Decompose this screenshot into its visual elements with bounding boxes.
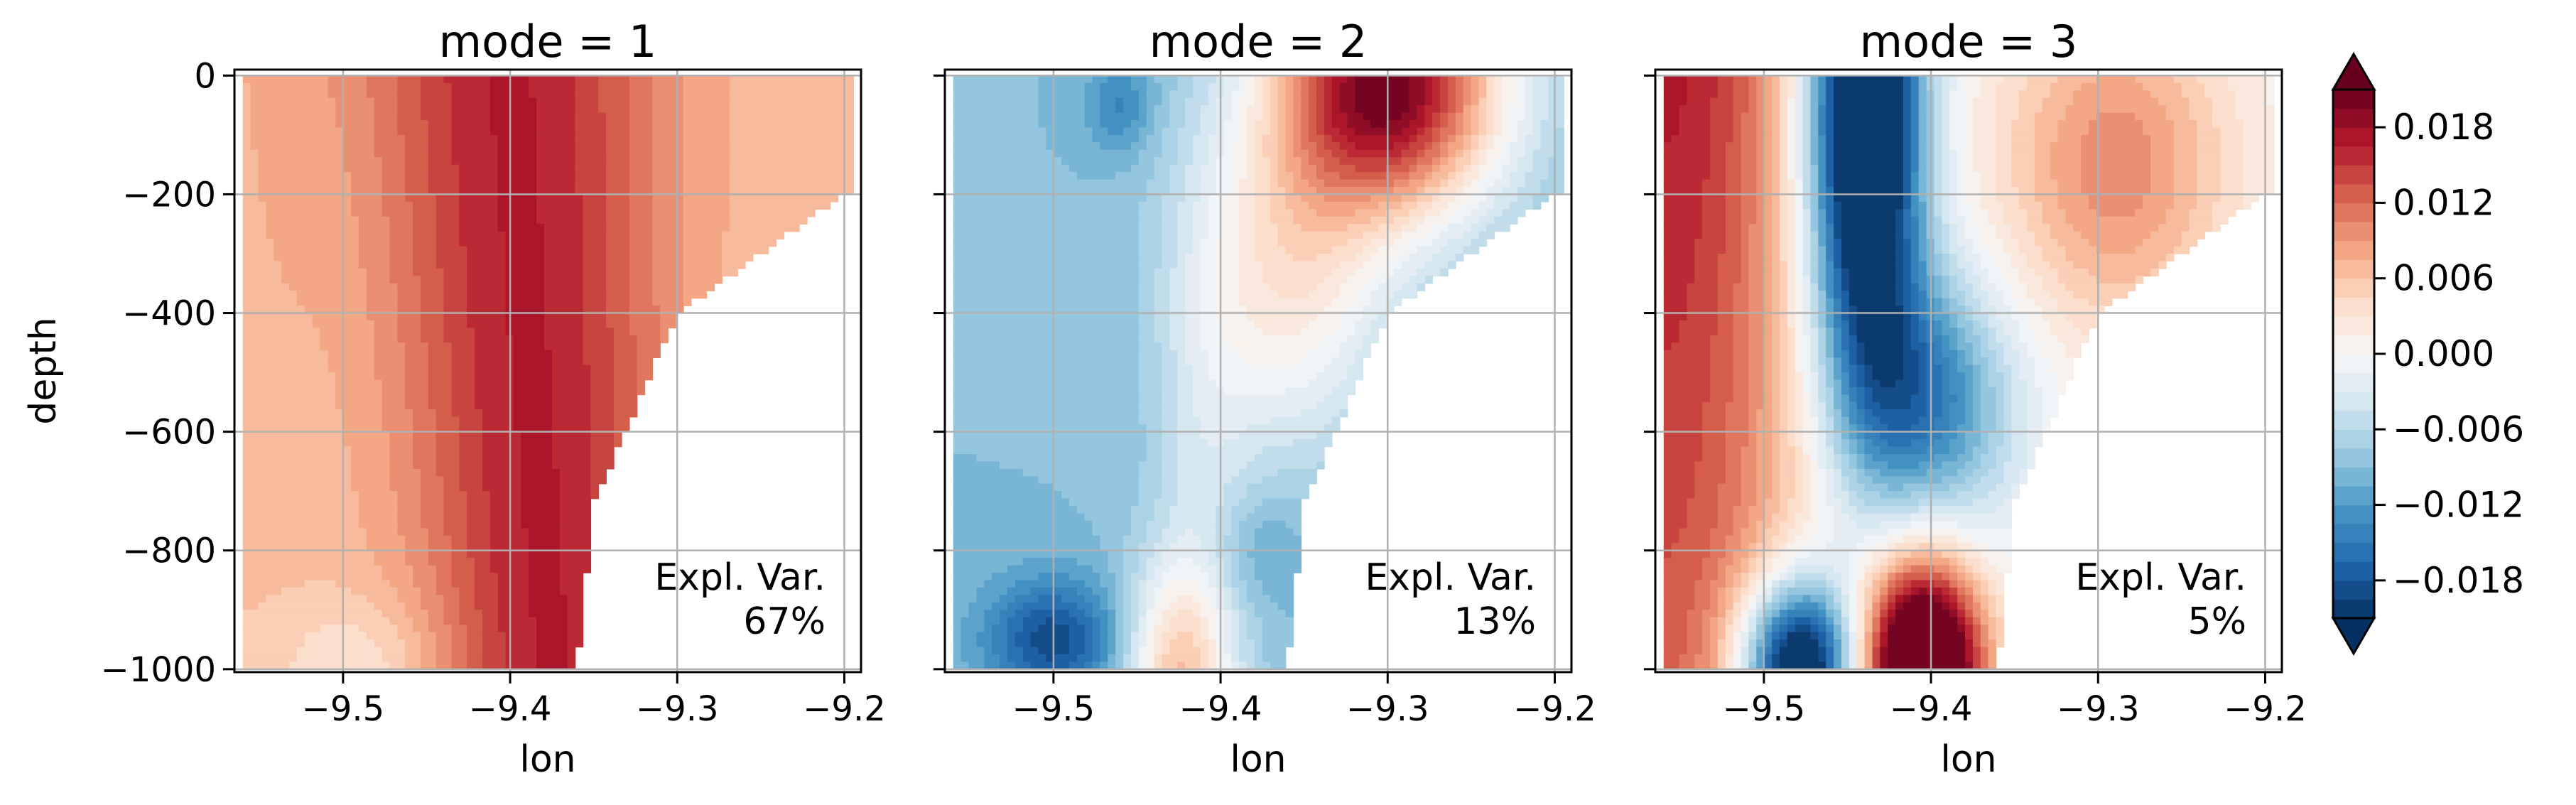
explained-variance-value: 67%	[743, 600, 826, 643]
x-axis-label: lon	[1230, 738, 1286, 781]
explained-variance-label: Expl. Var.	[2075, 556, 2246, 599]
panel-title: mode = 3	[1860, 16, 2078, 67]
panel-mode-1: −9.5 −9.4 −9.3 −9.2 lon 0 −200 −400 −600 −800 −100…	[22, 16, 886, 781]
colorbar-band	[2333, 599, 2374, 619]
colorbar-band	[2333, 183, 2374, 204]
colorbar: −0.018 −0.012 −0.006 0.000 0.006 0.012 0.018	[2331, 52, 2524, 656]
colorbar-band	[2333, 372, 2374, 392]
contour-field	[1663, 75, 2275, 670]
grid	[234, 70, 861, 672]
colorbar-band	[2333, 429, 2374, 449]
colorbar-tick-label: −0.018	[2393, 560, 2524, 601]
colorbar-band	[2333, 391, 2374, 411]
colorbar-tick-label: −0.006	[2393, 409, 2524, 450]
grid	[945, 70, 1571, 672]
x-tick-label: −9.5	[1723, 689, 1806, 729]
colorbar-tick-label: 0.006	[2393, 258, 2494, 299]
x-tick-label: −9.4	[1179, 689, 1262, 729]
colorbar-tick-label: 0.000	[2393, 333, 2494, 374]
y-tick-label: −400	[122, 294, 216, 334]
colorbar-band	[2333, 335, 2374, 355]
colorbar-tick-label: −0.012	[2393, 485, 2524, 526]
colorbar-band	[2333, 542, 2374, 562]
x-tick-label: −9.2	[2224, 689, 2307, 729]
panel-mode-3: −9.5 −9.4 −9.3 −9.2 lon mode = 3 Expl. Var.5%	[1644, 16, 2307, 781]
x-tick-label: −9.5	[302, 689, 385, 729]
colorbar-band	[2333, 524, 2374, 544]
y-tick-label: −800	[122, 531, 216, 571]
x-axis-label: lon	[1940, 738, 1996, 781]
x-tick-label: −9.3	[1346, 689, 1429, 729]
colorbar-band	[2333, 467, 2374, 487]
colorbar-band	[2333, 165, 2374, 185]
colorbar-band	[2333, 108, 2374, 128]
colorbar-band	[2333, 486, 2374, 506]
grid	[1655, 70, 2282, 672]
colorbar-band	[2333, 127, 2374, 147]
colorbar-tick-label: 0.012	[2393, 182, 2494, 223]
contour-field	[953, 75, 1564, 670]
colorbar-band	[2333, 146, 2374, 166]
panel-title: mode = 2	[1149, 16, 1368, 67]
colorbar-band	[2333, 410, 2374, 430]
y-tick-label: 0	[194, 56, 216, 96]
colorbar-band	[2333, 504, 2374, 524]
explained-variance-label: Expl. Var.	[654, 556, 826, 599]
axes-frame	[1654, 68, 2283, 674]
axes-frame	[233, 68, 862, 674]
y-tick-label: −600	[122, 413, 216, 453]
x-tick-label: −9.4	[469, 689, 552, 729]
panel-mode-2: −9.5 −9.4 −9.3 −9.2 lon mode = 2 Expl. Var.13%	[933, 16, 1596, 781]
explained-variance-value: 13%	[1454, 600, 1536, 643]
colorbar-band	[2333, 278, 2374, 298]
colorbar-band	[2333, 354, 2374, 374]
colorbar-band	[2333, 297, 2374, 317]
contour-field	[242, 75, 854, 670]
x-tick-label: −9.2	[803, 689, 886, 729]
colorbar-band	[2333, 315, 2374, 336]
colorbar-band	[2333, 240, 2374, 260]
colorbar-tick-label: 0.018	[2393, 107, 2494, 148]
x-tick-label: −9.3	[2057, 689, 2140, 729]
colorbar-band	[2333, 202, 2374, 222]
explained-variance-value: 5%	[2188, 600, 2247, 643]
x-tick-label: −9.5	[1012, 689, 1095, 729]
colorbar-band	[2333, 90, 2374, 109]
colorbar-extend-max	[2331, 52, 2376, 91]
x-tick-label: −9.4	[1890, 689, 1973, 729]
colorbar-band	[2333, 222, 2374, 242]
x-tick-label: −9.3	[636, 689, 719, 729]
colorbar-band	[2333, 561, 2374, 581]
colorbar-band	[2333, 259, 2374, 279]
axes-frame	[943, 68, 1573, 674]
colorbar-extend-min	[2331, 617, 2376, 656]
colorbar-band	[2333, 448, 2374, 468]
x-tick-label: −9.2	[1513, 689, 1596, 729]
explained-variance-label: Expl. Var.	[1365, 556, 1536, 599]
colorbar-band	[2333, 580, 2374, 600]
x-axis-label: lon	[519, 738, 575, 781]
y-tick-label: −1000	[101, 650, 216, 690]
panel-title: mode = 1	[439, 16, 657, 67]
panels-layer: −9.5 −9.4 −9.3 −9.2 lon 0 −200 −400 −600 −800 −100…	[22, 16, 2307, 781]
y-tick-label: −200	[122, 175, 216, 215]
y-axis-label: depth	[22, 317, 65, 424]
